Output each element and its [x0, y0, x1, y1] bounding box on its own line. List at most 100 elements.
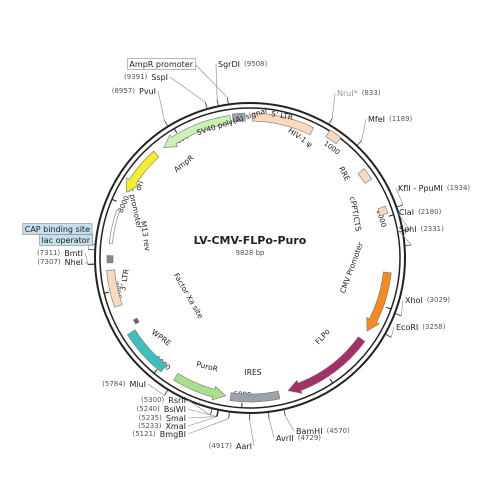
site-tick	[204, 102, 208, 110]
site-label: (5121) BmgBI	[133, 430, 187, 439]
site-label: SgrDI (9508)	[218, 60, 268, 69]
site-label: (5300) RsrII	[141, 396, 186, 405]
site-tick	[164, 389, 169, 396]
site-position: (1189)	[389, 115, 413, 123]
site-name: BmgBI	[160, 430, 186, 439]
site-position: (7307)	[37, 258, 61, 266]
site-leader	[157, 90, 165, 121]
site-leader	[331, 92, 336, 119]
scale-tick	[111, 198, 117, 202]
site-label: SphI (2331)	[399, 225, 444, 234]
site-leader	[390, 326, 395, 338]
feature-arc	[231, 112, 246, 123]
feature-label: M13 rev	[139, 220, 152, 252]
site-position: (833)	[362, 89, 381, 97]
site-name: AvrII	[276, 434, 294, 443]
site-name: lac operator	[42, 236, 91, 245]
scale-tick	[388, 214, 394, 217]
site-name: SphI	[399, 225, 417, 234]
site-position: (1934)	[447, 184, 471, 192]
site-tick	[384, 333, 392, 338]
site-tick	[227, 97, 229, 105]
site-name: SspI	[151, 73, 168, 82]
site-name: SgrDI	[218, 60, 240, 69]
site-tick	[267, 411, 270, 419]
site-label: ClaI (2180)	[399, 208, 442, 217]
site-leader	[84, 252, 89, 265]
site-leader	[187, 399, 211, 416]
site-tick	[228, 411, 230, 419]
site-label: (5235) SmaI	[139, 414, 186, 423]
feature-label: RRE	[337, 165, 352, 183]
site-name: KflI - PpuMI	[398, 184, 443, 193]
site-label: (5240) BsiWI	[137, 405, 186, 414]
site-tick	[328, 118, 333, 125]
site-position: (2180)	[418, 208, 442, 216]
site-position: (3258)	[422, 323, 446, 331]
feature-arc	[127, 329, 167, 373]
site-label: (8957) PvuI	[112, 87, 156, 96]
site-leader	[147, 383, 165, 396]
site-leader	[396, 228, 412, 246]
feature-arc	[366, 271, 392, 332]
feature-arc	[377, 205, 389, 217]
site-position: (4729)	[298, 434, 322, 442]
site-position: (5121)	[133, 430, 157, 438]
site-label: NruI* (833)	[337, 89, 381, 98]
site-label: KflI - PpuMI (1934)	[398, 184, 470, 193]
site-label: (7307) NheI	[37, 258, 83, 267]
site-leader	[361, 118, 367, 141]
site-leader	[285, 415, 295, 432]
feature-label: CMV Promoter	[338, 240, 365, 294]
site-leader	[268, 418, 275, 439]
site-label: (4917) AarI	[209, 442, 252, 451]
site-tick	[396, 204, 404, 208]
feature-label: 5' LTR	[270, 109, 293, 122]
feature-arc	[133, 317, 140, 325]
site-label: (9391) SspI	[124, 73, 168, 82]
site-position: (8957)	[112, 87, 136, 95]
site-leader	[194, 63, 228, 98]
site-leader	[187, 416, 218, 427]
site-label: EcoRI (3258)	[396, 323, 446, 332]
site-position: (5235)	[139, 414, 163, 422]
scale-tick	[153, 369, 158, 374]
site-name: XhoI	[405, 296, 423, 305]
feature-label: PuroR	[195, 359, 218, 373]
site-position: (3029)	[427, 296, 451, 304]
feature-label: cPPT/CTS	[348, 196, 363, 232]
site-leader	[395, 187, 404, 205]
feature-label: ori	[134, 180, 146, 192]
feature-arc	[106, 255, 114, 264]
site-name: XmaI	[165, 422, 186, 431]
site-leader	[400, 299, 404, 316]
site-position: (9391)	[124, 73, 148, 81]
site-position: (7311)	[37, 249, 61, 257]
site-leader	[215, 63, 218, 100]
site-position: (4570)	[327, 427, 351, 435]
feature-arc	[229, 390, 281, 403]
site-tick	[216, 409, 219, 417]
feature-arc	[325, 129, 342, 145]
site-name: SmaI	[166, 414, 186, 423]
map-length: 9828 bp	[236, 249, 265, 257]
feature-label: IRES	[245, 368, 262, 377]
site-name: EcoRI	[396, 323, 418, 332]
site-label: MfeI (1189)	[368, 115, 413, 124]
backbone-inner	[99, 107, 401, 409]
site-position: (5784)	[102, 380, 126, 388]
scale-tick	[104, 291, 110, 294]
site-tick	[216, 99, 219, 107]
site-name: MluI	[129, 380, 146, 389]
site-box	[39, 234, 93, 246]
scale-tick	[329, 378, 334, 384]
site-label: AvrII (4729)	[276, 434, 321, 443]
site-position: (5233)	[138, 422, 162, 430]
site-name: BmtI	[64, 249, 83, 258]
site-leader	[249, 419, 255, 447]
feature-arc	[106, 269, 123, 308]
site-label: AmpR promoter	[129, 60, 193, 69]
site-name: NheI	[65, 258, 83, 267]
site-name: PvuI	[139, 87, 156, 96]
